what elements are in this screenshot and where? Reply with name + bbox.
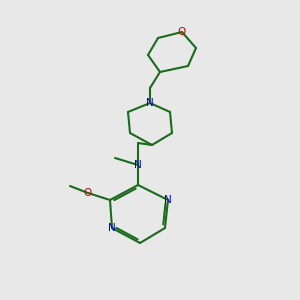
Text: O: O [84,188,92,198]
Text: N: N [108,223,116,233]
Text: O: O [178,27,186,37]
Text: N: N [164,195,172,205]
Text: N: N [146,98,154,108]
Text: N: N [134,160,142,170]
